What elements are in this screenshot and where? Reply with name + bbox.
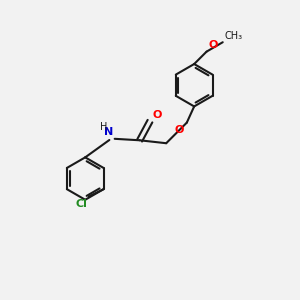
Text: H: H: [100, 122, 107, 132]
Text: O: O: [175, 125, 184, 135]
Text: CH₃: CH₃: [224, 31, 242, 41]
Text: N: N: [104, 127, 113, 137]
Text: Cl: Cl: [76, 199, 87, 209]
Text: O: O: [208, 40, 218, 50]
Text: O: O: [152, 110, 161, 120]
